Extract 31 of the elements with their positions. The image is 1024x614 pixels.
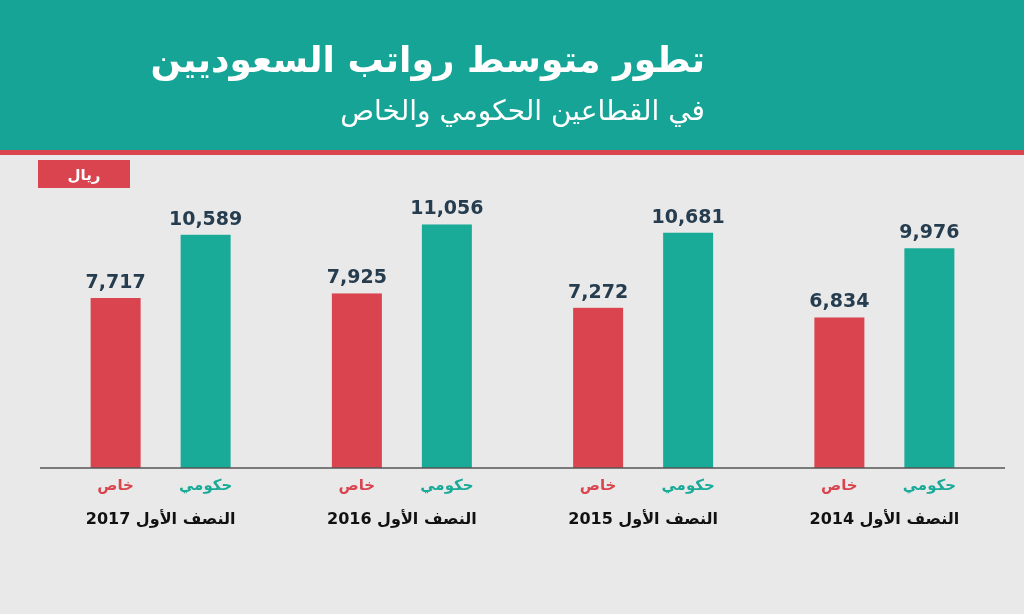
bar [573,307,624,468]
bar [180,234,231,468]
chart-title: تطور متوسط رواتب السعوديين [150,39,705,81]
bar [90,298,141,468]
text: حكومي [178,476,233,494]
bar [814,317,865,468]
data-label: 9,976 [899,220,960,243]
x-tick-label: النصف الأول 2014 [809,509,960,528]
series-label: خاص [97,476,134,494]
data-label: 11,056 [410,196,484,219]
chart-subtitle: في القطاعين الحكومي والخاص [340,94,705,127]
text: حكومي [902,476,957,494]
data-label: 7,717 [85,270,146,293]
text: حكومي [661,476,715,494]
text: خاص [338,476,376,494]
data-label: 10,589 [168,206,243,229]
data-label: 7,272 [568,279,629,302]
data-label: 6,834 [809,289,870,312]
x-tick-label: النصف الأول 2015 [568,509,718,528]
bar [421,224,472,468]
bar [331,293,382,468]
x-tick-label: النصف الأول 2016 [327,509,477,528]
data-label: 7,925 [326,265,387,288]
text: خاص [579,476,617,494]
data-label: 10,681 [651,204,725,227]
bar [904,248,955,468]
y-axis-title: ريال [67,166,101,184]
series-label: حكومي [420,476,474,494]
bar [663,232,714,468]
text: خاص [821,476,858,494]
x-tick-label: النصف الأول 2017 [85,509,236,528]
